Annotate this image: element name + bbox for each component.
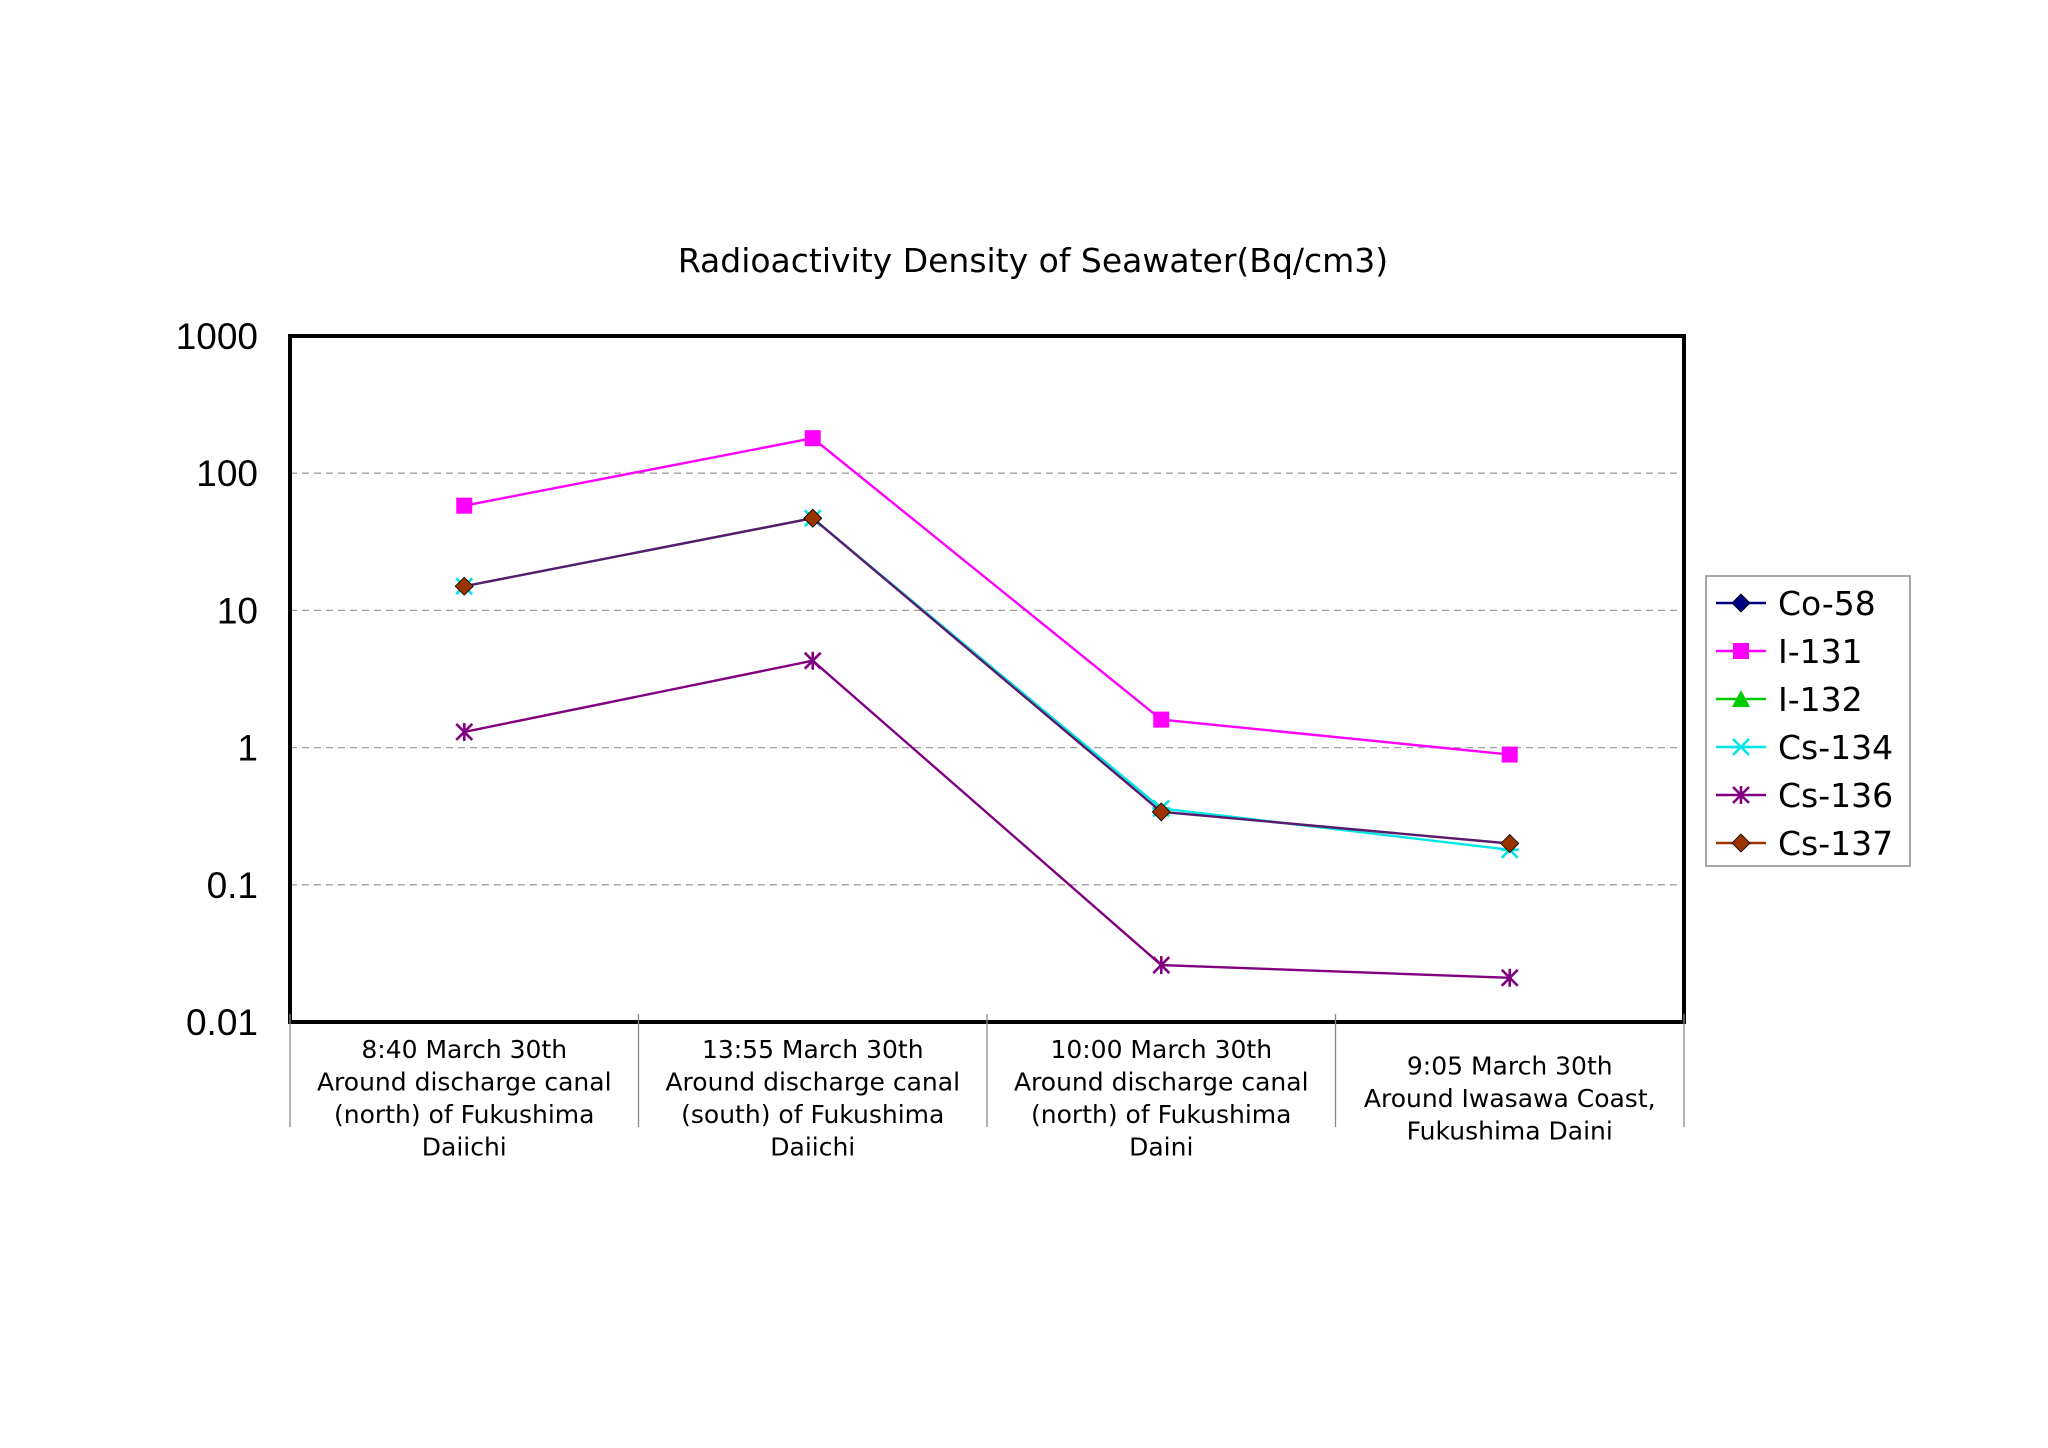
y-tick-label: 1000 xyxy=(176,316,258,357)
plot-area xyxy=(288,334,1686,1024)
series-line-cs-137 xyxy=(464,516,1510,845)
legend-label: I-132 xyxy=(1778,680,1863,719)
chart-title: Radioactivity Density of Seawater(Bq/cm3… xyxy=(678,241,1388,280)
x-tick-label: 8:40 March 30th Around discharge canal (no… xyxy=(317,1035,612,1162)
legend-marker xyxy=(1731,593,1751,613)
legend-item-cs-134: Cs-134 xyxy=(1716,728,1893,767)
data-point-i-131 xyxy=(804,430,821,447)
legend-item-cs-136: Cs-136 xyxy=(1716,776,1893,815)
data-point-cs-136 xyxy=(1152,956,1171,975)
series-line-cs-134 xyxy=(464,516,1510,851)
legend-marker xyxy=(1731,833,1751,853)
legend-label: I-131 xyxy=(1778,632,1863,671)
series-line-i-131 xyxy=(464,436,1510,756)
series-cs-137 xyxy=(454,508,1520,854)
x-axis: 8:40 March 30th Around discharge canal (no… xyxy=(289,1014,1685,1162)
data-point-cs-137 xyxy=(454,576,474,596)
legend-label: Co-58 xyxy=(1778,584,1876,623)
legend-item-i-131: I-131 xyxy=(1716,632,1863,671)
legend-marker xyxy=(1733,643,1749,659)
legend-item-i-132: I-132 xyxy=(1716,680,1863,719)
x-tick-label: 13:55 March 30th Around discharge canal (s… xyxy=(665,1035,960,1162)
series-group xyxy=(454,430,1520,987)
series-i-131 xyxy=(456,430,1518,763)
y-tick-label: 0.01 xyxy=(186,1002,258,1043)
y-tick-label: 100 xyxy=(196,453,258,494)
series-cs-136 xyxy=(455,651,1519,987)
data-point-cs-136 xyxy=(455,722,474,741)
legend-label: Cs-134 xyxy=(1778,728,1893,767)
legend-item-co-58: Co-58 xyxy=(1716,584,1876,623)
legend-box xyxy=(1705,575,1911,867)
y-axis: 1000 100 10 1 0.1 0.01 xyxy=(176,316,258,1043)
y-tick-label: 1 xyxy=(237,728,258,769)
data-point-cs-137 xyxy=(1151,802,1171,822)
data-point-i-131 xyxy=(456,497,473,514)
y-tick-label: 0.1 xyxy=(207,865,258,906)
data-point-i-131 xyxy=(1501,746,1518,763)
x-tick-label: 10:00 March 30th Around discharge canal (n… xyxy=(1014,1035,1309,1162)
legend-marker xyxy=(1732,690,1750,707)
series-cs-134 xyxy=(455,509,1519,859)
data-point-cs-136 xyxy=(1500,968,1519,987)
legend: Co-58 I-131 I-132 Cs-134 Cs-136 Cs-137 xyxy=(1705,575,1911,867)
series-line-cs-136 xyxy=(464,659,1510,979)
x-tick-label: 9:05 March 30th Around Iwasawa Coast, Fuku… xyxy=(1364,1051,1656,1145)
data-point-cs-136 xyxy=(803,651,822,670)
legend-label: Cs-136 xyxy=(1778,776,1893,815)
y-tick-label: 10 xyxy=(217,590,258,631)
data-point-cs-137 xyxy=(803,508,823,528)
legend-item-cs-137: Cs-137 xyxy=(1716,824,1893,863)
legend-marker xyxy=(1732,738,1750,756)
data-point-i-131 xyxy=(1153,711,1170,728)
legend-marker xyxy=(1732,786,1750,804)
data-point-cs-137 xyxy=(1500,833,1520,854)
legend-label: Cs-137 xyxy=(1778,824,1893,863)
grid-lines xyxy=(290,472,1684,886)
plot-border xyxy=(288,334,1686,1024)
